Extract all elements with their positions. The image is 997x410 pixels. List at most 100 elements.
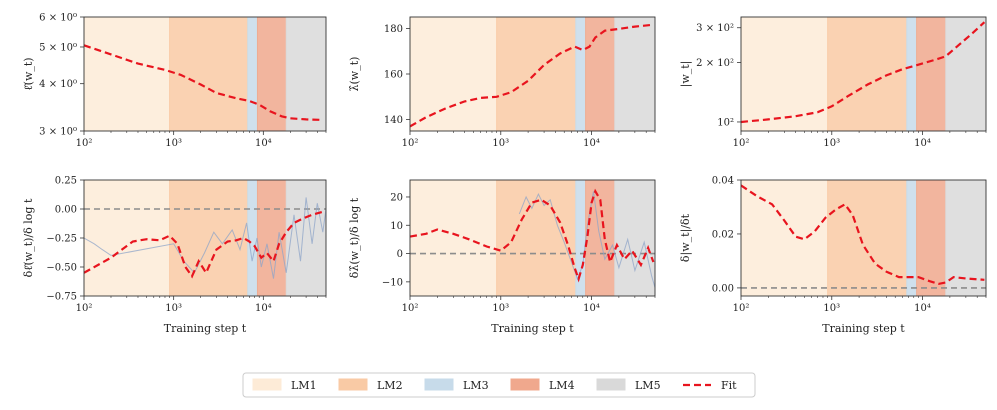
legend-box <box>242 372 756 398</box>
region-lm4 <box>585 17 615 131</box>
region-lm3 <box>247 180 258 296</box>
x-tick-label: 10³ <box>492 303 509 314</box>
y-axis-label: ℓ̂(w_t) <box>22 57 35 90</box>
y-tick-label: 180 <box>384 24 403 35</box>
y-tick-label: 140 <box>384 115 403 126</box>
axes-frame <box>409 179 656 297</box>
y-tick-label: 3 × 10² <box>696 23 734 34</box>
legend-swatch-lm1 <box>252 378 282 391</box>
panel-sharpness: 140 160 180 10² 10³ 10⁴ λ̂(w_t) <box>348 16 656 149</box>
y-tick-label: 0 <box>397 249 403 260</box>
y-tick-label: 0.00 <box>55 205 77 216</box>
panel-dloss: −0.75 −0.50 −0.25 0.00 0.25 10² 10³ 10⁴ δℓ̂(w_t)… <box>22 176 327 335</box>
x-tick-label: 10² <box>402 303 419 314</box>
legend-label: LM4 <box>549 379 575 392</box>
x-tick-label: 10² <box>402 138 419 149</box>
y-tick-label: 2 × 10² <box>696 58 734 69</box>
y-axis-label: δ|w_t|/δt <box>679 213 693 262</box>
region-lm4 <box>916 180 946 296</box>
y-tick-label: 0.02 <box>712 229 734 240</box>
region-lm3 <box>575 180 586 296</box>
series-fit <box>410 23 651 128</box>
x-tick-label: 10⁴ <box>583 138 600 149</box>
region-lm1 <box>410 17 497 131</box>
x-tick-label: 10³ <box>823 138 840 149</box>
x-tick-label: 10² <box>733 138 750 149</box>
region-lm3 <box>247 17 258 131</box>
region-lm1 <box>84 17 170 131</box>
y-tick-label: 6 × 10⁰ <box>39 13 77 24</box>
y-tick-label: 160 <box>384 70 403 81</box>
y-tick-label: 10 <box>390 221 403 232</box>
y-axis-label: δℓ̂(w_t)/δ log t <box>22 198 35 277</box>
region-lm2 <box>827 17 907 131</box>
region-lm4 <box>916 17 946 131</box>
region-lm4 <box>257 17 287 131</box>
region-lm3 <box>906 180 917 296</box>
panel-dsharp: −10 0 10 20 10² 10³ 10⁴ δλ̂(w_t)/δ log t Trainin… <box>348 179 656 335</box>
x-tick-label: 10³ <box>492 138 509 149</box>
y-axis-label: λ̂(w_t) <box>348 57 361 92</box>
legend-label: LM3 <box>463 379 489 392</box>
x-axis-label: Training step t <box>491 322 574 335</box>
x-tick-label: 10² <box>76 303 93 314</box>
panel-norm: 10² 2 × 10² 3 × 10² 10² 10³ 10⁴ |w_t| <box>679 16 987 149</box>
axes-frame <box>740 179 987 297</box>
panel-loss: 3 × 10⁰ 4 × 10⁰ 5 × 10⁰ 6 × 10⁰ 10² 10³ 10⁴ ℓ̂(… <box>22 13 327 149</box>
region-lm3 <box>906 17 917 131</box>
x-tick-label: 10³ <box>165 138 182 149</box>
series-fit <box>84 44 322 121</box>
x-axis-label: Training step t <box>822 322 905 335</box>
x-tick-label: 10⁴ <box>583 303 600 314</box>
x-tick-label: 10⁴ <box>914 303 931 314</box>
y-tick-label: 0.04 <box>712 176 734 187</box>
region-lm2 <box>496 180 576 296</box>
axes-frame <box>83 16 327 132</box>
y-tick-label: 0.25 <box>55 176 77 187</box>
region-lm1 <box>410 180 497 296</box>
legend-swatch-lm4 <box>510 378 540 391</box>
x-tick-label: 10⁴ <box>914 138 931 149</box>
x-tick-label: 10⁴ <box>255 303 272 314</box>
x-axis-label: Training step t <box>164 322 247 335</box>
x-tick-label: 10³ <box>823 303 840 314</box>
legend-label: LM2 <box>377 379 403 392</box>
y-tick-label: −0.25 <box>46 234 77 245</box>
legend-label: Fit <box>721 379 737 392</box>
legend-swatch-lm3 <box>424 378 454 391</box>
region-lm5 <box>614 180 655 296</box>
region-lm5 <box>286 17 326 131</box>
series-fit <box>741 21 986 124</box>
region-lm1 <box>741 180 828 296</box>
y-tick-label: 3 × 10⁰ <box>39 127 77 138</box>
series-measured <box>84 197 326 279</box>
y-axis-label: δλ̂(w_t)/δ log t <box>348 197 361 278</box>
region-lm1 <box>741 17 828 131</box>
legend: LM1 LM2 LM3 LM4 LM5 Fit <box>242 372 756 398</box>
region-lm5 <box>945 17 986 131</box>
region-lm1 <box>84 180 170 296</box>
y-tick-label: −0.75 <box>46 292 77 303</box>
x-tick-label: 10² <box>733 303 750 314</box>
legend-swatch-lm2 <box>338 378 368 391</box>
legend-swatch-lm5 <box>596 378 626 391</box>
panel-dnorm: 0.00 0.02 0.04 10² 10³ 10⁴ δ|w_t|/δt Training s… <box>679 176 987 335</box>
region-lm2 <box>169 17 248 131</box>
x-tick-label: 10⁴ <box>255 138 272 149</box>
region-lm2 <box>827 180 907 296</box>
legend-label: LM1 <box>291 379 317 392</box>
y-tick-label: 20 <box>390 192 403 203</box>
y-tick-label: −0.50 <box>46 263 77 274</box>
region-lm3 <box>575 17 586 131</box>
y-axis-label: |w_t| <box>679 61 693 88</box>
y-tick-label: −10 <box>382 277 403 288</box>
legend-label: LM5 <box>635 379 661 392</box>
region-lm2 <box>169 180 248 296</box>
y-tick-label: 5 × 10⁰ <box>39 42 77 53</box>
x-tick-label: 10³ <box>165 303 182 314</box>
axes-frame <box>740 16 987 132</box>
y-tick-label: 4 × 10⁰ <box>39 79 77 90</box>
region-lm5 <box>614 17 655 131</box>
x-tick-label: 10² <box>76 138 93 149</box>
